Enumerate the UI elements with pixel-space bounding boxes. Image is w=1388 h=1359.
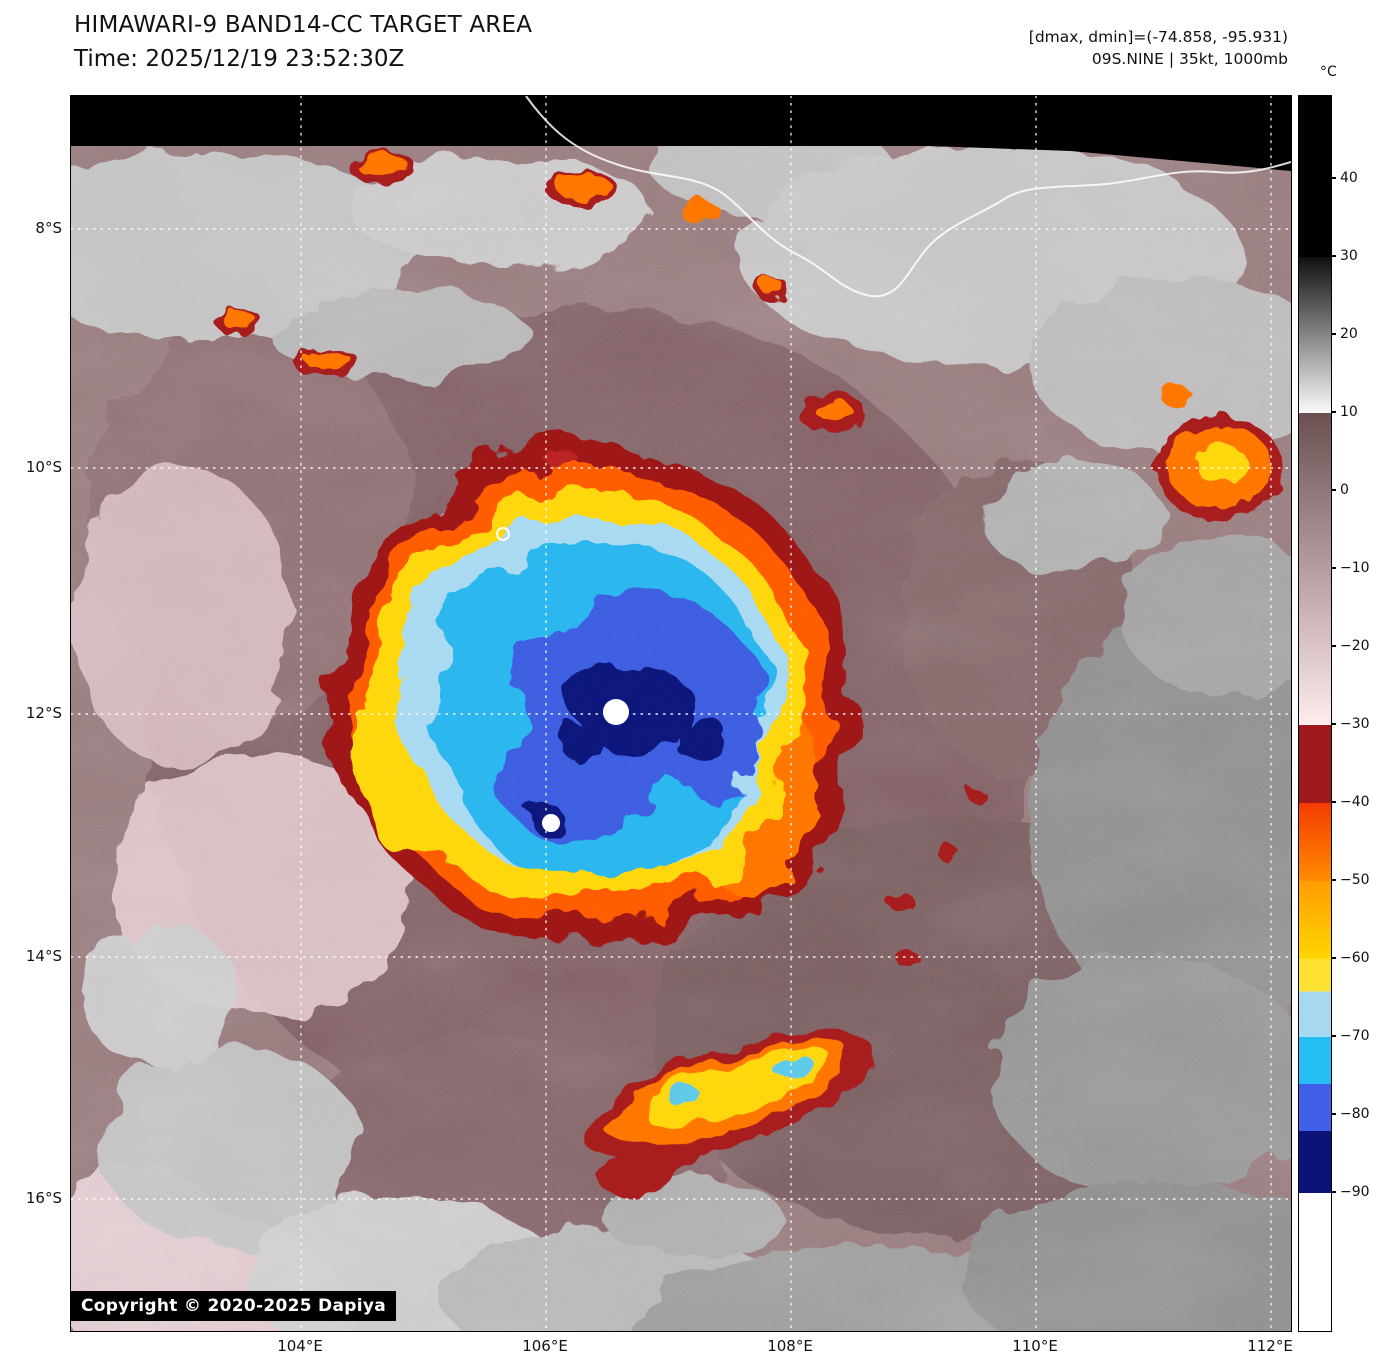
product-title: HIMAWARI-9 BAND14-CC TARGET AREA: [74, 12, 533, 38]
colorbar-tick: −40: [1331, 792, 1370, 812]
colorbar-tick-label: −10: [1340, 560, 1370, 576]
lon-label-104e: 104°E: [277, 1337, 323, 1355]
sensor-grain-texture: [71, 96, 1291, 1331]
lat-label-10s: 10°S: [25, 458, 62, 476]
lat-label-8s: 8°S: [35, 219, 62, 237]
tick-mark: [1331, 1035, 1336, 1037]
colorbar-unit: °C: [1320, 64, 1337, 80]
colorbar-tick: −70: [1331, 1026, 1370, 1046]
colorbar-tick: 30: [1331, 246, 1358, 266]
colorbar-tick-label: −40: [1340, 794, 1370, 810]
gridlines: [71, 96, 1291, 1331]
tick-mark: [1331, 333, 1336, 335]
coastline: [525, 96, 1291, 298]
colorbar-tick: −50: [1331, 870, 1370, 890]
colorbar-tick: −60: [1331, 948, 1370, 968]
colorbar-tick-label: 20: [1340, 326, 1358, 342]
colorbar-tick: 40: [1331, 168, 1358, 188]
colorbar-gradient: [1298, 95, 1332, 1332]
lon-label-108e: 108°E: [767, 1337, 813, 1355]
colorbar-tick: −20: [1331, 636, 1370, 656]
colorbar-tick-label: −80: [1340, 1106, 1370, 1122]
dmax-dmin-readout: [dmax, dmin]=(-74.858, -95.931): [1028, 28, 1288, 46]
colorbar-tick-label: −50: [1340, 872, 1370, 888]
colorbar-tick-label: −20: [1340, 638, 1370, 654]
colorbar-tick-label: 40: [1340, 170, 1358, 186]
colorbar-tick: 10: [1331, 402, 1358, 422]
colorbar-tick-label: −30: [1340, 716, 1370, 732]
lat-label-12s: 12°S: [25, 704, 62, 722]
colorbar-tick-label: 30: [1340, 248, 1358, 264]
tick-mark: [1331, 1191, 1336, 1193]
colorbar-tick-label: −60: [1340, 950, 1370, 966]
storm-info-readout: 09S.NINE | 35kt, 1000mb: [1091, 50, 1288, 69]
tick-mark: [1331, 1113, 1336, 1115]
scan-edge-black: [71, 96, 1291, 171]
timestamp: Time: 2025/12/19 23:52:30Z: [74, 46, 405, 72]
colorbar-tick-label: 10: [1340, 404, 1358, 420]
colorbar-tick: −10: [1331, 558, 1370, 578]
colorbar-tick: 20: [1331, 324, 1358, 344]
tick-mark: [1331, 957, 1336, 959]
tick-mark: [1331, 567, 1336, 569]
lat-label-14s: 14°S: [25, 947, 62, 965]
colorbar-tick: −30: [1331, 714, 1370, 734]
satellite-map: [70, 95, 1292, 1332]
copyright-label: Copyright © 2020-2025 Dapiya: [71, 1291, 396, 1321]
tick-mark: [1331, 879, 1336, 881]
colorbar-tick: −90: [1331, 1182, 1370, 1202]
colorbar-tick-label: −90: [1340, 1184, 1370, 1200]
tick-mark: [1331, 411, 1336, 413]
colorbar-tick: −80: [1331, 1104, 1370, 1124]
lat-label-16s: 16°S: [25, 1189, 62, 1207]
tick-mark: [1331, 177, 1336, 179]
tick-mark: [1331, 645, 1336, 647]
tick-mark: [1331, 255, 1336, 257]
lon-label-112e: 112°E: [1247, 1337, 1293, 1355]
header-right: [dmax, dmin]=(-74.858, -95.931) 09S.NINE…: [1029, 26, 1288, 71]
colorbar-tick-label: 0: [1340, 482, 1349, 498]
tick-mark: [1331, 489, 1336, 491]
lon-label-110e: 110°E: [1012, 1337, 1058, 1355]
lon-label-106e: 106°E: [522, 1337, 568, 1355]
colorbar-tick: 0: [1331, 480, 1349, 500]
satellite-image: [71, 96, 1291, 1331]
tick-mark: [1331, 723, 1336, 725]
tick-mark: [1331, 801, 1336, 803]
colorbar-tick-label: −70: [1340, 1028, 1370, 1044]
